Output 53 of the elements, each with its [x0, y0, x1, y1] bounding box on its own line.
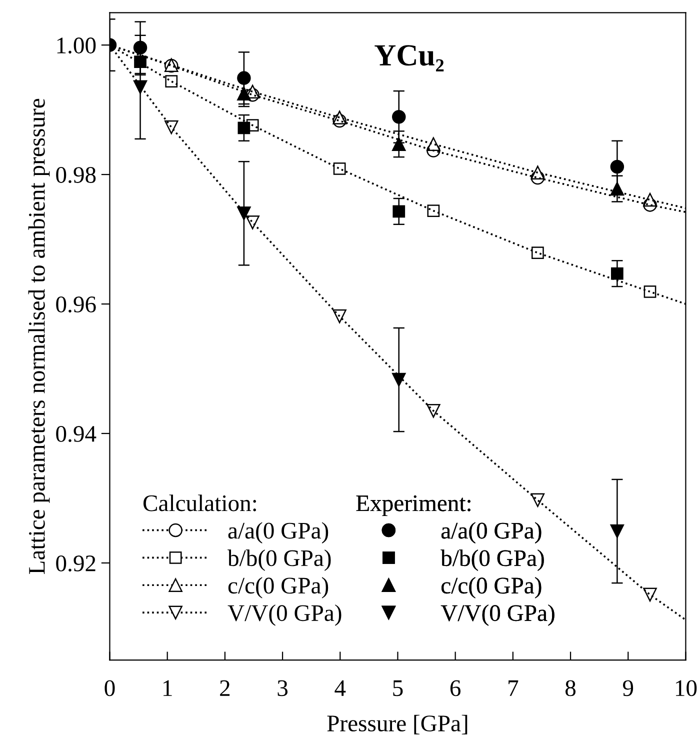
text: YCu₂ [374, 45, 444, 72]
point [133, 40, 148, 54]
x-tick-label: 4 [334, 680, 346, 696]
x-tick-label: 3 [278, 680, 288, 696]
x-tick-label: 6 [450, 680, 461, 696]
point [532, 246, 544, 260]
text: Experiment: [356, 495, 470, 516]
x-axis-title: Pressure [GPa] [327, 714, 468, 734]
legend-label: a/a(0 GPa) [228, 522, 328, 544]
point [426, 404, 440, 418]
point [238, 122, 250, 134]
point [644, 286, 656, 298]
point [392, 110, 406, 124]
point [610, 267, 624, 280]
legend-label: V/V(0 GPa) [440, 604, 554, 626]
point [332, 309, 346, 324]
legend-label: c/c(0 GPa) [228, 577, 328, 598]
y-tick-label: 0.92 [56, 555, 96, 572]
point [333, 162, 346, 175]
y-tick-label: 1.00 [57, 38, 96, 54]
x-tick-label: 9 [622, 680, 634, 696]
point [610, 160, 624, 174]
y-axis-title: Lattice parameters normalised to ambient pressure [28, 98, 50, 574]
point [427, 204, 440, 217]
point [610, 182, 624, 196]
x-tick-label: 0 [104, 680, 115, 696]
y-tick-label: 0.98 [56, 167, 96, 184]
legend-label: b/b(0 GPa) [440, 550, 544, 571]
point [610, 524, 624, 538]
x-tick-label: 10 [676, 680, 697, 696]
point [392, 372, 406, 387]
point [237, 71, 251, 85]
text: Calculation: [143, 494, 256, 512]
x-tick-label: 7 [508, 680, 518, 696]
point [392, 137, 406, 151]
x-tick-label: 2 [220, 680, 230, 696]
y-tick-label: 0.94 [56, 426, 96, 442]
legend-label: V/V(0 GPa) [228, 604, 342, 626]
x-tick-label: 1 [164, 680, 172, 696]
point [133, 80, 148, 94]
point [237, 86, 251, 100]
point [134, 56, 146, 68]
point [237, 206, 251, 220]
legend-label: b/b(0 GPa) [228, 550, 331, 571]
point [530, 493, 545, 508]
y-tick-label: 0.96 [56, 296, 96, 313]
legend-label: a/a(0 GPa) [441, 522, 542, 544]
point [643, 588, 657, 602]
x-tick-label: 5 [393, 680, 403, 696]
legend-label: c/c(0 GPa) [442, 577, 542, 598]
point [392, 205, 406, 218]
x-tick-label: 8 [566, 680, 576, 696]
point [165, 75, 178, 88]
